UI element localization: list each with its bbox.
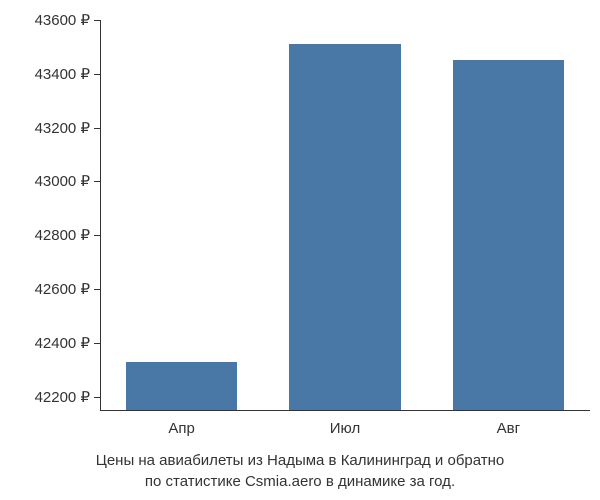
y-tick-mark bbox=[94, 235, 100, 236]
y-tick-label: 43400 ₽ bbox=[35, 65, 90, 83]
y-tick-mark bbox=[94, 128, 100, 129]
y-tick-label: 43000 ₽ bbox=[35, 172, 90, 190]
y-tick-label: 42400 ₽ bbox=[35, 334, 90, 352]
y-tick-mark bbox=[94, 397, 100, 398]
y-axis: 42200 ₽ 42400 ₽ 42600 ₽ 42800 ₽ 43000 ₽ 43200… bbox=[0, 20, 100, 410]
caption-line-1: Цены на авиабилеты из Надыма в Калинингр… bbox=[0, 450, 600, 471]
x-tick-label: Авг bbox=[497, 420, 520, 437]
x-tick-label: Апр bbox=[168, 420, 194, 437]
y-tick-mark bbox=[94, 343, 100, 344]
y-tick-label: 43200 ₽ bbox=[35, 119, 90, 137]
y-tick-mark bbox=[94, 20, 100, 21]
y-tick-label: 42200 ₽ bbox=[35, 388, 90, 406]
chart-caption: Цены на авиабилеты из Надыма в Калинингр… bbox=[0, 450, 600, 492]
y-tick-mark bbox=[94, 289, 100, 290]
x-axis-labels: Апр Июл Авг bbox=[100, 415, 590, 440]
bar bbox=[126, 362, 237, 410]
price-chart: 42200 ₽ 42400 ₽ 42600 ₽ 42800 ₽ 43000 ₽ 43200… bbox=[0, 0, 600, 500]
y-tick-label: 42600 ₽ bbox=[35, 280, 90, 298]
y-tick-label: 43600 ₽ bbox=[35, 11, 90, 29]
plot-area bbox=[100, 20, 590, 410]
y-tick-label: 42800 ₽ bbox=[35, 226, 90, 244]
y-tick-mark bbox=[94, 181, 100, 182]
caption-line-2: по статистике Csmia.aero в динамике за г… bbox=[0, 471, 600, 492]
bar bbox=[289, 44, 400, 410]
x-axis-line bbox=[100, 410, 590, 411]
x-tick-label: Июл bbox=[330, 420, 360, 437]
y-tick-mark bbox=[94, 74, 100, 75]
bar bbox=[453, 60, 564, 410]
